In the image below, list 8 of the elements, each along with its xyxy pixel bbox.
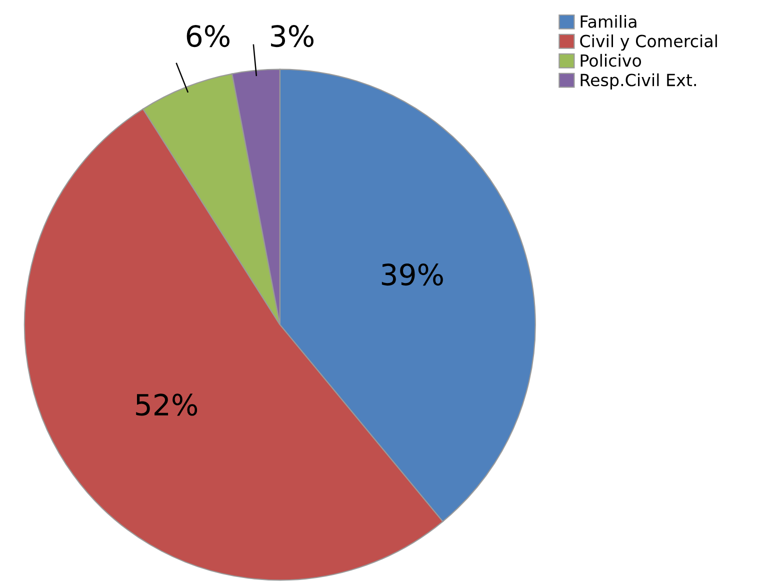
- data-label: 39%: [382, 264, 443, 286]
- legend-label: Familia: [580, 15, 636, 28]
- legend-label: Resp.Civil Ext.: [580, 73, 696, 90]
- data-label: 3%: [271, 25, 314, 48]
- legend-label: Civil y Comercial: [580, 34, 717, 51]
- data-label: 6%: [186, 25, 230, 48]
- legend-label: Policivo: [580, 54, 642, 67]
- data-label: 52%: [136, 394, 198, 416]
